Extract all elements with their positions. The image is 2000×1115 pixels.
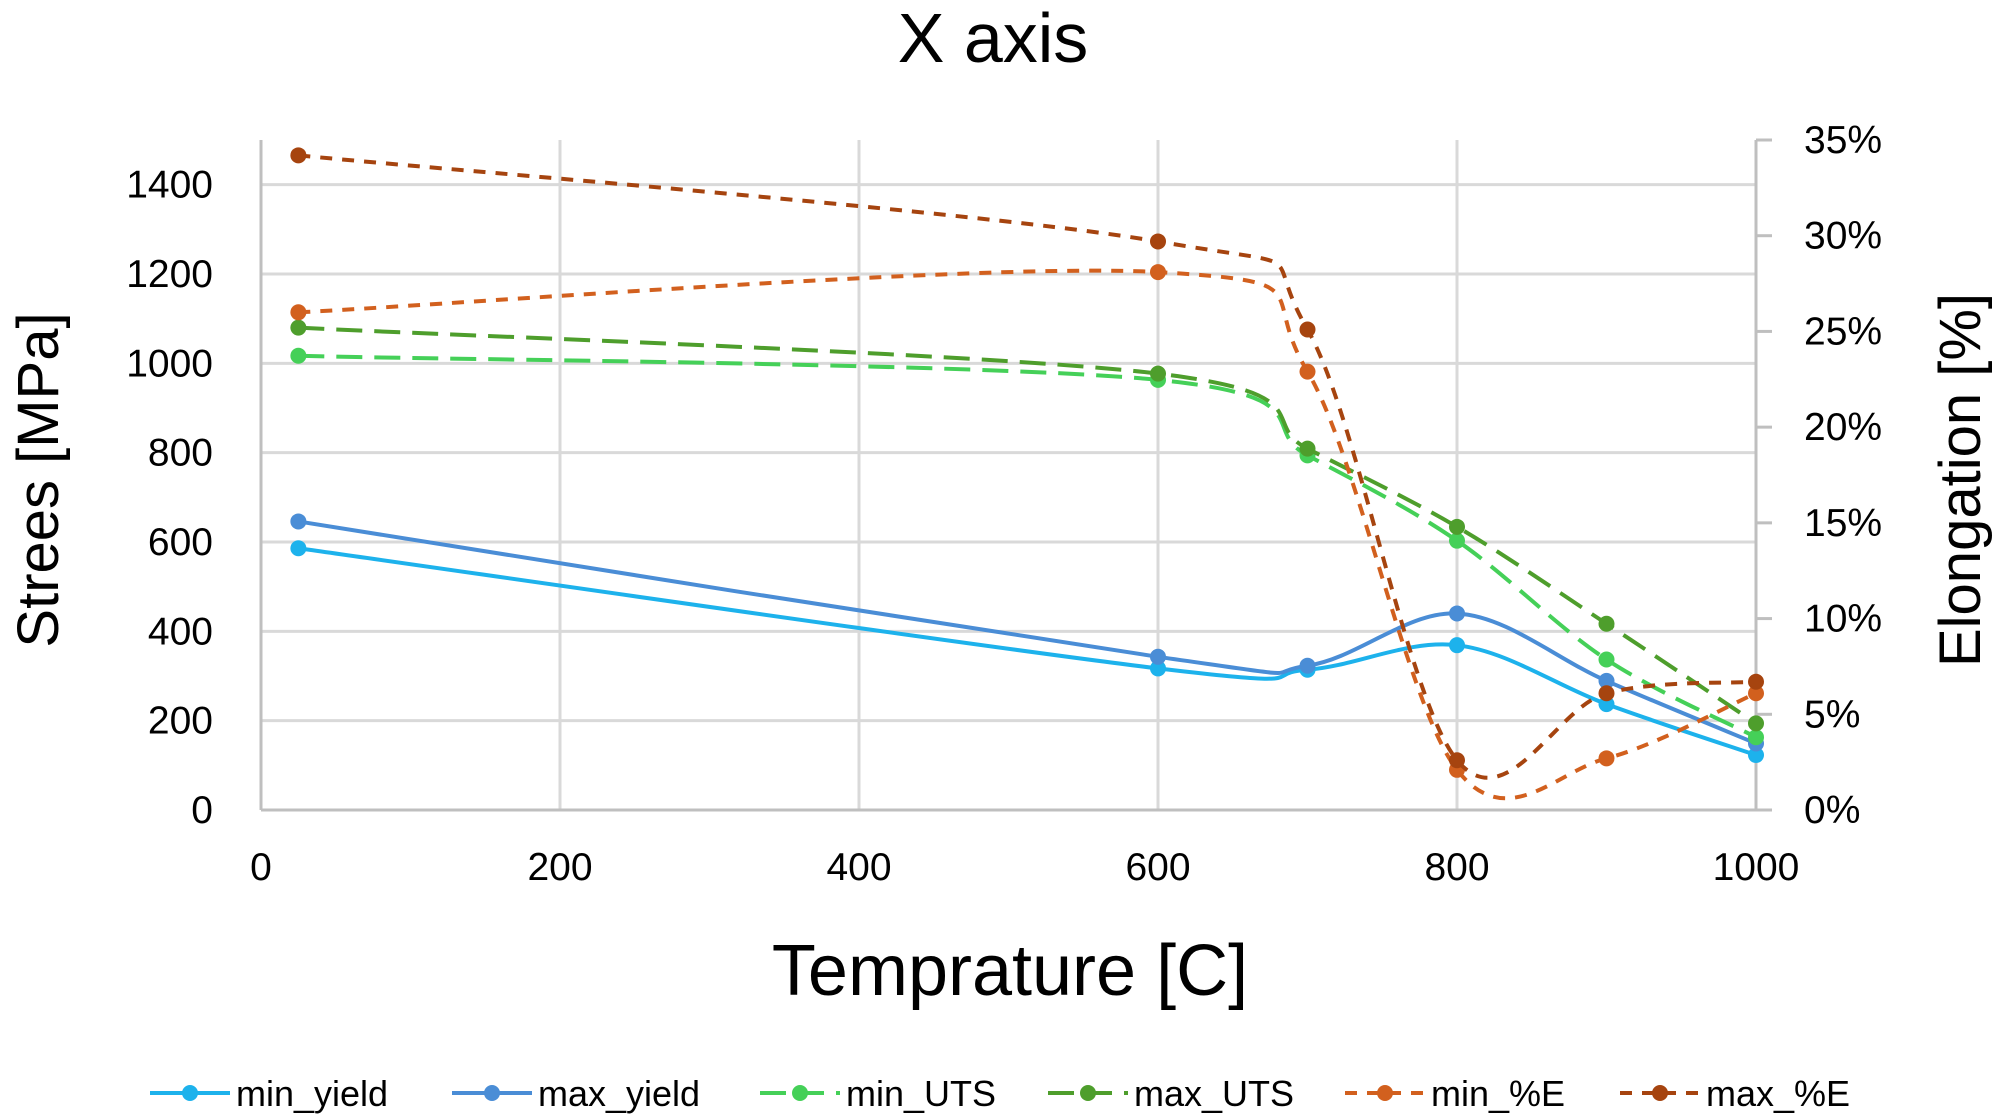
x-tick-label: 200 [527,846,592,889]
y-tick-label: 800 [148,432,213,475]
y2-tick-label: 30% [1804,215,1882,258]
legend-swatch-marker [182,1085,198,1101]
y2-tick-label: 0% [1804,789,1860,832]
data-point [1449,637,1465,654]
data-point [1598,615,1615,632]
series-line [298,325,1758,726]
y-tick-label: 400 [148,610,213,653]
chart-title: X axis [898,0,1089,77]
y2-tick-label: 10% [1804,598,1882,641]
data-point [1449,752,1465,769]
data-point [1150,233,1166,250]
data-point [1598,750,1615,767]
data-point [1748,747,1764,764]
data-point [290,304,307,321]
data-point [1449,518,1465,535]
legend-swatch-marker [1080,1085,1096,1101]
data-point [1150,365,1166,382]
legend-item: min_%E [1345,1073,1565,1114]
data-point [1299,440,1316,457]
data-point [290,513,307,530]
data-point [290,540,307,557]
y-tick-label: 200 [148,700,213,743]
series-line [298,353,1757,739]
data-point [1449,605,1465,622]
series-line [298,153,1757,780]
y2-tick-label: 20% [1804,406,1882,449]
legend-label: max_yield [538,1073,700,1114]
y-axis-title: Strees [MPa] [6,312,71,647]
data-point [1748,673,1764,690]
series-max-UTS [290,319,1764,732]
y2-tick-label: 25% [1804,310,1882,353]
legend-label: max_%E [1706,1073,1850,1114]
series-group [290,147,1764,801]
x-axis-title: Temprature [C] [772,931,1248,1011]
y-tick-label: 0 [191,789,213,832]
data-point [1748,729,1764,746]
data-point [1299,657,1316,674]
legend-item: min_yield [150,1073,388,1114]
legend-label: min_UTS [846,1073,996,1114]
y-tick-label: 1200 [126,253,213,296]
legend-swatch-marker [1377,1085,1393,1101]
series-min-UTS [290,347,1764,746]
data-point [290,319,307,336]
y-tick-label: 1000 [126,342,213,385]
data-point [1598,672,1615,689]
series-max-pctE [290,147,1764,780]
x-tick-label: 600 [1125,846,1190,889]
x-tick-label: 400 [826,846,891,889]
x-tick-label: 0 [250,846,272,889]
legend-label: max_UTS [1134,1073,1294,1114]
y2-tick-label: 15% [1804,502,1882,545]
data-point [1598,685,1615,702]
data-point [1150,264,1166,281]
legend-label: min_%E [1431,1073,1565,1114]
y2-tick-label: 5% [1804,693,1860,736]
y2-axis-title: Elongation [%] [1928,293,1993,667]
data-point [1598,651,1615,668]
data-point [1748,685,1764,702]
series-min-pctE [290,264,1764,801]
data-point [290,147,307,164]
y-tick-label: 1400 [126,164,213,207]
legend-item: min_UTS [760,1073,996,1114]
legend-swatch-marker [484,1085,500,1101]
data-point [1449,532,1465,549]
data-point [1150,648,1166,665]
axes: 0 200 400 600 800 1000 1200 1400 0 200 400 600 800 10… [126,119,1882,889]
gridlines [261,140,1758,812]
x-tick-label: 800 [1424,846,1489,889]
legend-item: max_yield [452,1073,700,1114]
data-point [1299,321,1316,338]
x-tick-label: 1000 [1713,846,1800,889]
legend-item: max_%E [1620,1073,1850,1114]
data-point [1299,363,1316,380]
series-line [298,268,1757,801]
legend-item: max_UTS [1048,1073,1294,1114]
data-point [290,347,307,364]
legend-swatch-marker [792,1085,808,1101]
legend: min_yield max_yield min_UTS max_UTS min_%E ma… [150,1073,1850,1114]
y-tick-label: 600 [148,521,213,564]
legend-label: min_yield [236,1073,388,1114]
data-point [1748,715,1764,732]
legend-swatch-marker [1652,1085,1668,1101]
series-min-yield [290,540,1764,764]
y2-tick-label: 35% [1804,119,1882,162]
data-point [1150,660,1166,677]
